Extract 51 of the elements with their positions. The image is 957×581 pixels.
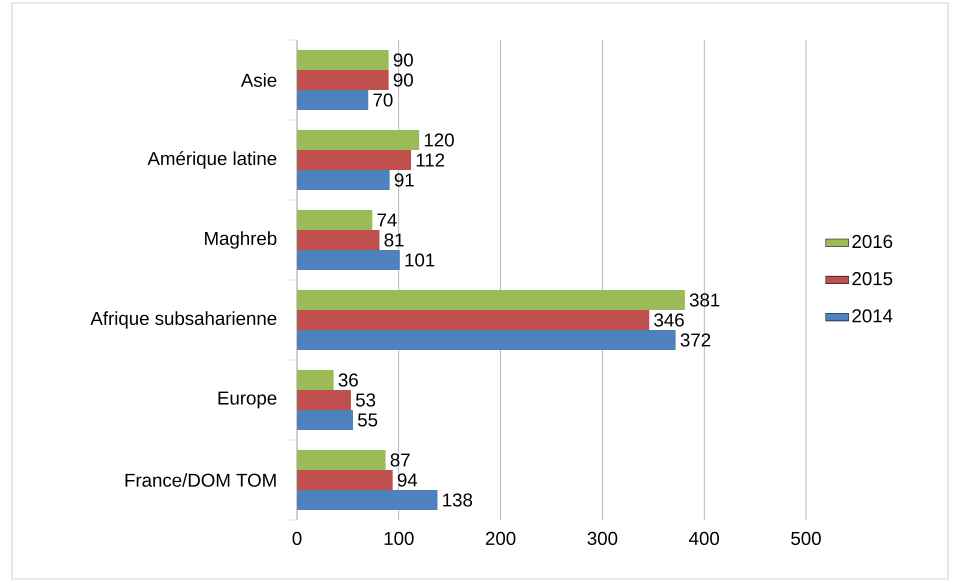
bar: [297, 370, 334, 390]
data-label: 120: [424, 133, 454, 147]
data-label: 381: [690, 293, 720, 307]
bar: [297, 410, 353, 430]
bar: [297, 290, 685, 310]
data-label: 53: [356, 393, 376, 407]
data-label: 90: [394, 73, 413, 87]
data-label: 36: [338, 373, 358, 387]
data-label: 138: [443, 493, 472, 507]
y-tick-label: Europe: [218, 392, 276, 408]
data-label: 101: [406, 253, 434, 267]
y-tick-label: Amérique latine: [148, 151, 276, 169]
x-tick-label: 400: [689, 532, 720, 546]
bar: [297, 390, 351, 410]
data-label: 81: [384, 233, 404, 247]
x-tick-label: 500: [791, 532, 821, 546]
bar: [297, 70, 389, 90]
data-label: 112: [416, 153, 444, 167]
x-tick-label: 200: [486, 532, 516, 546]
legend-label: 2016: [852, 234, 892, 248]
y-tick-label: Maghreb: [205, 231, 276, 249]
bar: [297, 150, 412, 170]
y-tick-label: France/DOM TOM: [126, 473, 276, 487]
data-label: 346: [654, 313, 684, 327]
data-label: 70: [373, 93, 393, 107]
data-label: 90: [394, 53, 413, 67]
bar: [297, 130, 420, 150]
data-label: 87: [390, 453, 410, 467]
data-label: 372: [680, 333, 710, 347]
bar: [297, 250, 400, 270]
legend-label: 2015: [852, 272, 892, 286]
data-label: 55: [358, 413, 378, 427]
bar: [297, 450, 386, 470]
y-tick-label: Afrique subsaharienne: [90, 311, 276, 329]
bar: [297, 210, 372, 230]
x-tick-label: 100: [384, 532, 414, 546]
bar: [297, 490, 438, 510]
data-label: 94: [398, 473, 418, 487]
bar: [297, 230, 380, 250]
x-tick-label: 0: [292, 532, 302, 546]
y-tick-label: Asie: [240, 73, 276, 87]
x-tick-label: 300: [588, 532, 618, 546]
bar: [297, 310, 650, 330]
data-label: 91: [394, 173, 414, 187]
bar: [297, 50, 389, 70]
bar: [297, 90, 368, 110]
bar: [297, 470, 393, 490]
data-label: 74: [378, 214, 397, 226]
legend-label: 2014: [852, 309, 892, 322]
bar: [297, 170, 390, 190]
bar: [297, 330, 676, 350]
